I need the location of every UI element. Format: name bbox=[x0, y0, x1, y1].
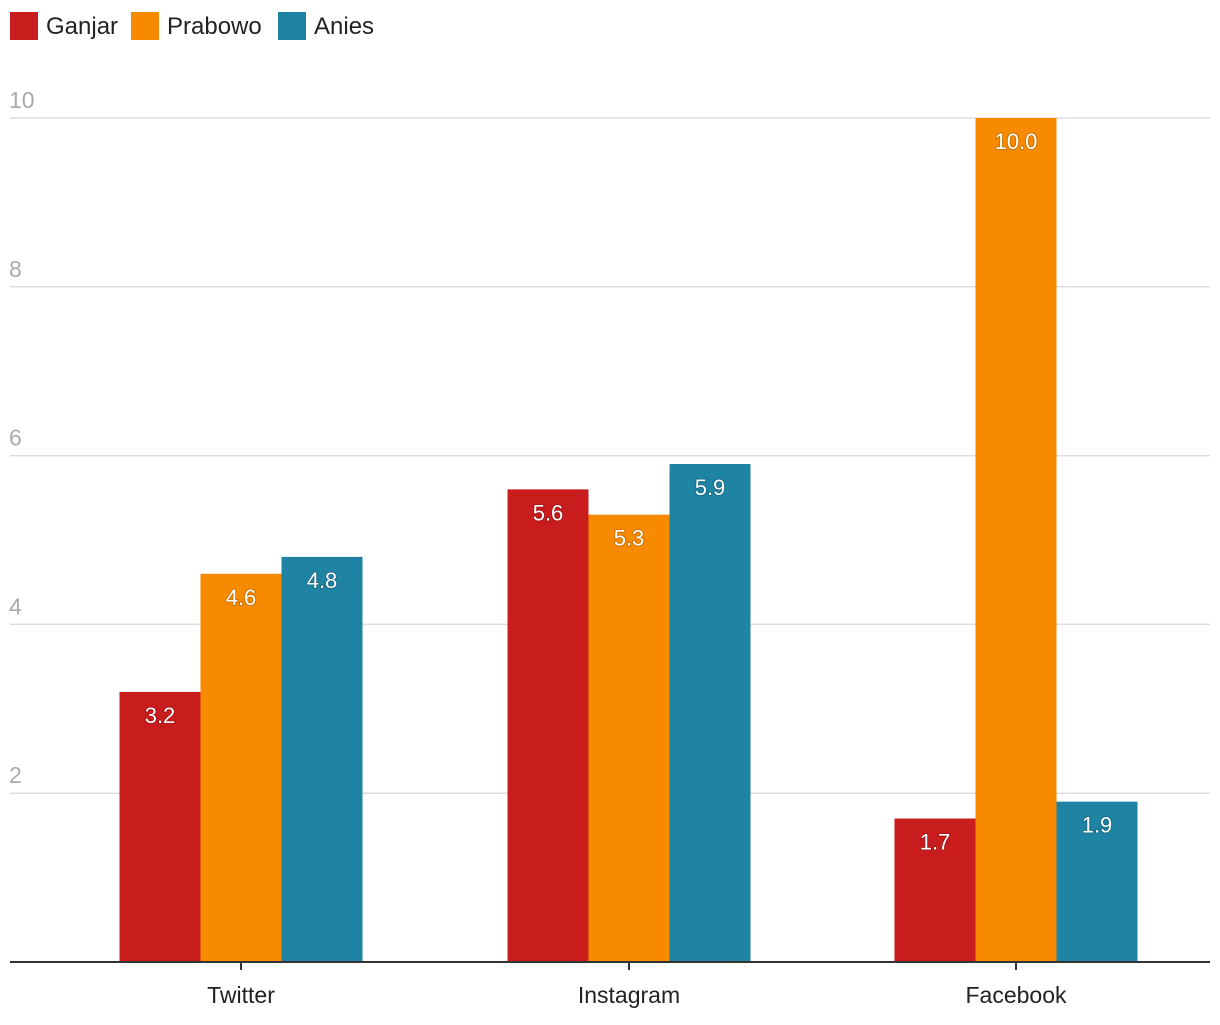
data-label: 1.7 bbox=[920, 830, 951, 855]
legend-label: Ganjar bbox=[46, 13, 118, 40]
legend-swatch bbox=[278, 12, 306, 40]
data-label: 5.9 bbox=[695, 475, 726, 500]
bar bbox=[281, 556, 363, 962]
x-tick-label: Facebook bbox=[965, 982, 1067, 1008]
x-tick-label: Twitter bbox=[207, 982, 275, 1008]
axes: Twitter Instagram Facebook bbox=[10, 961, 1210, 1008]
bar bbox=[894, 818, 976, 962]
data-label: 10.0 bbox=[995, 129, 1038, 154]
legend-label: Anies bbox=[314, 13, 374, 40]
bar bbox=[669, 464, 751, 962]
bar bbox=[200, 573, 282, 962]
y-tick-label: 2 bbox=[9, 762, 22, 788]
y-tick-label: 10 bbox=[9, 87, 35, 113]
bar bbox=[507, 489, 589, 962]
bar bbox=[588, 514, 670, 962]
legend-item: Prabowo bbox=[131, 12, 262, 40]
data-label: 5.6 bbox=[533, 500, 564, 525]
y-tick-label: 4 bbox=[9, 593, 22, 619]
legend-item: Anies bbox=[278, 12, 374, 40]
legend-label: Prabowo bbox=[167, 13, 262, 40]
bar bbox=[975, 118, 1057, 962]
legend-item: Ganjar bbox=[10, 12, 118, 40]
data-label: 4.8 bbox=[307, 568, 338, 593]
legend-swatch bbox=[10, 12, 38, 40]
y-tick-label: 8 bbox=[9, 256, 22, 282]
x-tick-label: Instagram bbox=[578, 982, 680, 1008]
legend-swatch bbox=[131, 12, 159, 40]
bar bbox=[1056, 801, 1138, 962]
legend: Ganjar Prabowo Anies bbox=[10, 12, 374, 40]
data-label: 5.3 bbox=[614, 526, 645, 551]
bar bbox=[119, 691, 201, 962]
data-label: 1.9 bbox=[1082, 813, 1113, 838]
data-label: 3.2 bbox=[145, 703, 176, 728]
bars: 3.2 4.6 4.8 5.6 5.3 5.9 1.7 10.0 1.9 bbox=[119, 118, 1138, 962]
data-label: 4.6 bbox=[226, 585, 257, 610]
y-tick-label: 6 bbox=[9, 425, 22, 451]
